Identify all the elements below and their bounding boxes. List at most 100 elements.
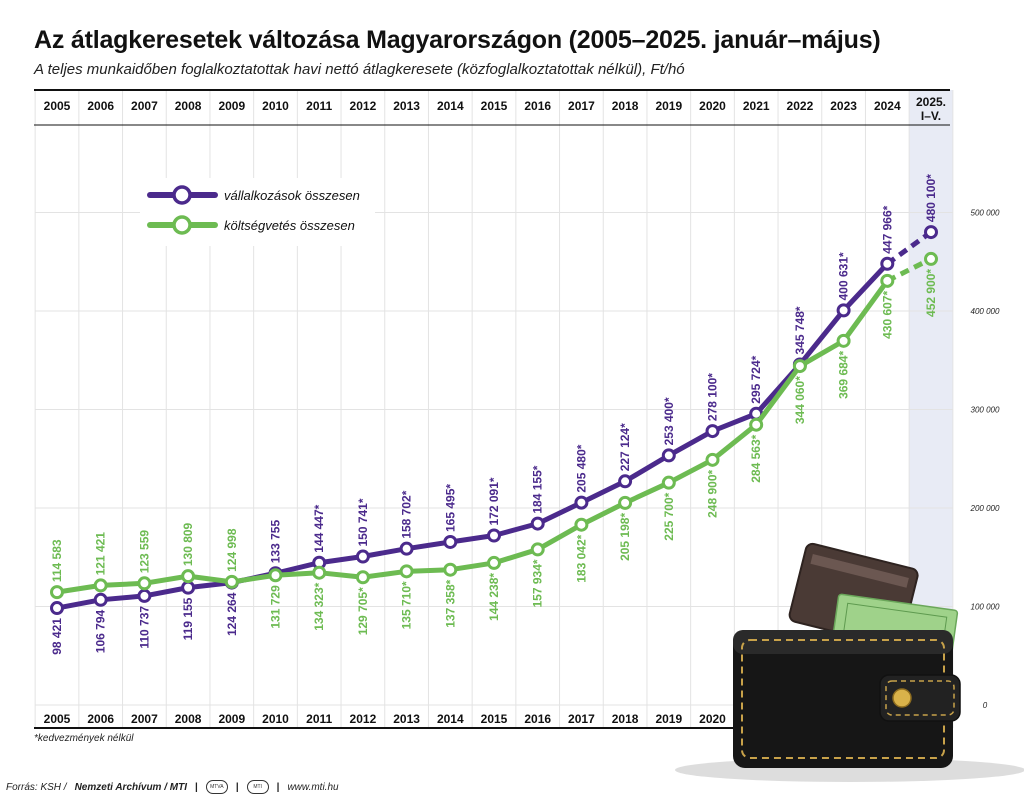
data-label-budget: 248 900* <box>706 470 720 518</box>
data-point-budget <box>268 568 283 583</box>
y-tick-label: 500 000 <box>971 209 1000 218</box>
x-tick-label-top: 2016 <box>524 99 551 113</box>
data-point-budget <box>137 576 152 591</box>
data-label-budget: 114 583 <box>50 539 64 582</box>
data-label-business: 295 724* <box>749 355 763 403</box>
footnote: *kedvezmények nélkül <box>34 733 134 744</box>
x-tick-label-top: 2009 <box>218 99 245 113</box>
data-point-budget <box>924 251 938 266</box>
data-label-business: 133 755 <box>269 520 283 564</box>
x-tick-label-top: 2006 <box>87 99 114 113</box>
data-point-budget <box>836 333 851 348</box>
data-label-budget: 130 809 <box>181 522 195 566</box>
x-tick-label-top: 2023 <box>830 99 857 113</box>
data-point-business <box>181 580 196 595</box>
data-point-budget <box>661 475 676 490</box>
legend-label-budget: költségvetés összesen <box>224 218 355 233</box>
data-label-business: 98 421 <box>50 618 64 655</box>
x-tick-label-bottom: 2018 <box>612 712 639 726</box>
x-tick-label-bottom: 2020 <box>699 712 726 726</box>
x-tick-label-bottom: 2007 <box>131 712 158 726</box>
data-point-business <box>93 592 108 607</box>
data-label-budget: 124 998 <box>225 528 239 572</box>
data-label-business: 144 447* <box>312 504 326 552</box>
data-label-business: 345 748* <box>793 306 807 354</box>
data-label-business: 172 091* <box>487 477 501 525</box>
data-point-business <box>618 474 633 489</box>
data-label-budget: 344 060* <box>793 376 807 424</box>
source-url[interactable]: www.mti.hu <box>287 781 339 793</box>
data-label-budget: 131 729 <box>269 585 283 629</box>
y-tick-label: 200 000 <box>970 504 1000 513</box>
data-label-business: 184 155* <box>531 465 545 513</box>
data-label-business: 227 124* <box>618 423 632 471</box>
data-label-budget: 430 607* <box>880 291 894 339</box>
chart-subtitle: A teljes munkaidőben foglalkoztatottak h… <box>34 61 685 78</box>
data-label-business: 158 702* <box>400 490 414 538</box>
x-tick-label-top: 2019 <box>655 99 682 113</box>
x-tick-label-top: 2014 <box>437 99 464 113</box>
series-line-business <box>54 261 890 611</box>
divider: | <box>195 781 198 793</box>
x-tick-label-bottom: 2009 <box>218 712 245 726</box>
data-label-budget: 121 421 <box>94 532 108 576</box>
series-line-business-estimate <box>885 230 933 266</box>
data-label-budget: 129 705* <box>356 587 370 635</box>
data-point-business <box>399 541 414 556</box>
data-point-budget <box>181 569 196 584</box>
y-tick-label: 400 000 <box>971 307 1000 316</box>
x-tick-label-top: 2018 <box>612 99 639 113</box>
chart-title: Az átlagkeresetek változása Magyarország… <box>34 26 881 54</box>
x-tick-label-bottom: 2006 <box>87 712 114 726</box>
data-point-budget <box>749 417 764 432</box>
data-point-business <box>443 534 458 549</box>
legend-swatch-marker <box>172 185 192 205</box>
data-label-business: 400 631* <box>837 252 851 300</box>
x-tick-label-bottom: 2011 <box>306 712 332 726</box>
data-point-budget <box>443 562 458 577</box>
data-label-budget: 123 559 <box>137 530 151 574</box>
x-tick-label-top: 2022 <box>787 99 814 113</box>
data-point-business <box>880 256 895 271</box>
x-tick-label-top: 2015 <box>481 99 508 113</box>
x-tick-label-top: 2011 <box>306 99 332 113</box>
data-label-budget: 183 042* <box>574 534 588 582</box>
data-point-budget <box>312 565 327 580</box>
legend-label-business: vállalkozások összesen <box>224 188 360 203</box>
data-point-business <box>50 601 64 616</box>
data-label-budget: 205 198* <box>618 513 632 561</box>
data-label-budget: 284 563* <box>749 434 763 482</box>
data-point-budget <box>530 542 545 557</box>
source-prefix: Forrás: KSH / <box>6 781 67 793</box>
data-label-business: 150 741* <box>356 498 370 546</box>
data-label-budget: 225 700* <box>662 492 676 540</box>
x-tick-label-top: 2024 <box>874 99 901 113</box>
data-point-business <box>574 495 589 510</box>
data-point-budget <box>705 452 720 467</box>
data-label-budget: 369 684* <box>837 351 851 399</box>
data-label-business: 205 480* <box>574 444 588 492</box>
data-point-business <box>924 225 938 240</box>
data-point-business <box>661 448 676 463</box>
x-tick-label-top: 2007 <box>131 99 158 113</box>
x-tick-label-top: I–V. <box>921 109 941 123</box>
data-point-budget <box>487 555 501 570</box>
data-point-budget <box>574 517 589 532</box>
source-main: Nemzeti Archívum / MTI <box>74 781 188 793</box>
series-line-budget-estimate <box>886 256 933 284</box>
x-tick-label-bottom: 2013 <box>393 712 420 726</box>
data-point-budget <box>618 495 633 510</box>
data-label-budget: 144 238* <box>487 573 501 621</box>
data-label-business: 119 155 <box>181 597 195 640</box>
y-tick-label: 300 000 <box>971 406 1000 415</box>
x-tick-label-bottom: 2019 <box>655 712 682 726</box>
data-point-budget <box>93 578 108 593</box>
data-point-business <box>705 424 720 439</box>
data-label-budget: 452 900* <box>924 269 938 317</box>
x-tick-label-top: 2005 <box>44 99 71 113</box>
divider: | <box>235 781 239 793</box>
data-point-budget <box>355 570 370 585</box>
data-label-business: 447 966* <box>880 205 894 253</box>
y-tick-label: 0 <box>983 701 988 710</box>
